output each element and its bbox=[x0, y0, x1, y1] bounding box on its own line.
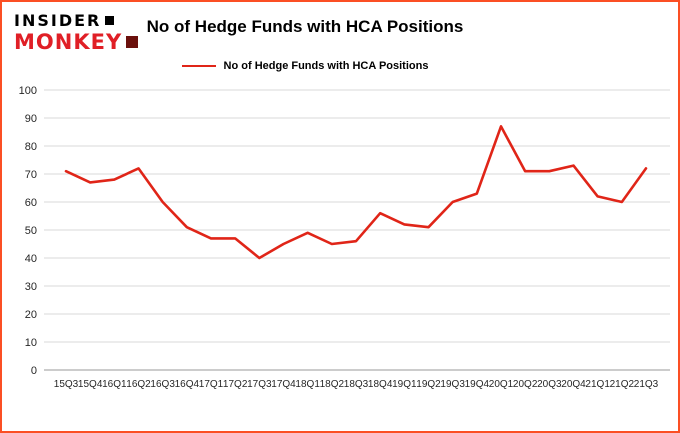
y-axis-tick-label: 90 bbox=[25, 113, 37, 125]
x-axis-tick-label: 16Q2 bbox=[126, 379, 151, 390]
logo-row-monkey: MONKEY bbox=[14, 30, 139, 54]
x-axis-tick-label: 20Q1 bbox=[489, 379, 514, 390]
x-axis-tick-label: 19Q2 bbox=[416, 379, 441, 390]
x-axis-tick-label: 16Q1 bbox=[102, 379, 127, 390]
x-axis-tick-label: 15Q3 bbox=[54, 379, 79, 390]
x-axis-tick-label: 17Q1 bbox=[199, 379, 224, 390]
chart-title: No of Hedge Funds with HCA Positions bbox=[146, 17, 464, 36]
y-axis-tick-label: 30 bbox=[25, 281, 37, 293]
x-axis-tick-label: 16Q4 bbox=[175, 379, 200, 390]
x-axis-tick-label: 18Q1 bbox=[295, 379, 320, 390]
x-axis-tick-label: 16Q3 bbox=[150, 379, 175, 390]
y-axis-tick-label: 0 bbox=[31, 365, 37, 377]
y-axis-tick-label: 80 bbox=[25, 141, 37, 153]
logo-pixel-block-icon bbox=[126, 36, 139, 48]
legend: No of Hedge Funds with HCA Positions bbox=[2, 60, 608, 72]
x-axis-tick-label: 20Q4 bbox=[561, 379, 586, 390]
x-axis-tick-label: 17Q4 bbox=[271, 379, 296, 390]
x-axis-tick-label: 17Q3 bbox=[247, 379, 272, 390]
x-axis-tick-label: 19Q4 bbox=[465, 379, 490, 390]
y-axis-tick-label: 10 bbox=[25, 337, 37, 349]
x-axis-tick-label: 15Q4 bbox=[78, 379, 103, 390]
x-axis-tick-label: 21Q3 bbox=[634, 379, 659, 390]
x-axis-tick-label: 18Q2 bbox=[320, 379, 345, 390]
logo-pixel-block-icon bbox=[105, 16, 115, 25]
x-axis-tick-label: 20Q3 bbox=[537, 379, 562, 390]
y-axis-tick-label: 50 bbox=[25, 225, 37, 237]
x-axis-tick-label: 20Q2 bbox=[513, 379, 538, 390]
legend-line-swatch bbox=[181, 65, 216, 67]
y-axis-tick-label: 60 bbox=[25, 197, 37, 209]
x-axis-tick-label: 18Q3 bbox=[344, 379, 369, 390]
legend-label: No of Hedge Funds with HCA Positions bbox=[223, 60, 429, 72]
x-axis-tick-label: 18Q4 bbox=[368, 379, 393, 390]
x-axis-tick-label: 19Q3 bbox=[440, 379, 465, 390]
y-axis-tick-label: 100 bbox=[19, 85, 37, 97]
logo-text-insider: INSIDER bbox=[14, 11, 102, 30]
x-axis-tick-label: 21Q1 bbox=[585, 379, 610, 390]
insider-monkey-logo: INSIDER MONKEY bbox=[14, 11, 139, 54]
series-line bbox=[64, 125, 648, 260]
y-axis-tick-label: 20 bbox=[25, 309, 37, 321]
y-axis-tick-label: 40 bbox=[25, 253, 37, 265]
y-axis-tick-label: 70 bbox=[25, 169, 37, 181]
logo-row-insider: INSIDER bbox=[14, 11, 138, 30]
x-axis-tick-label: 19Q1 bbox=[392, 379, 417, 390]
x-axis-tick-label: 17Q2 bbox=[223, 379, 248, 390]
x-axis-tick-label: 21Q2 bbox=[610, 379, 635, 390]
logo-text-monkey: MONKEY bbox=[14, 30, 123, 54]
